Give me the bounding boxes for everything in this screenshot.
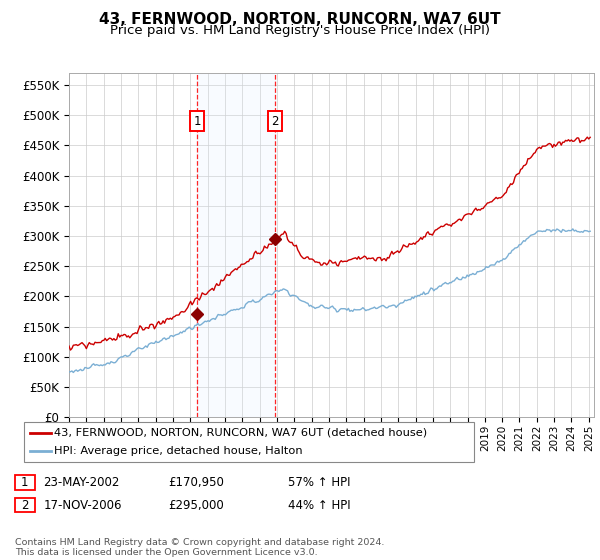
Text: £170,950: £170,950 [168,476,224,489]
Text: 17-NOV-2006: 17-NOV-2006 [43,498,122,512]
Text: HPI: Average price, detached house, Halton: HPI: Average price, detached house, Halt… [54,446,302,456]
Text: 23-MAY-2002: 23-MAY-2002 [43,476,119,489]
Text: 2: 2 [271,115,278,128]
Text: £295,000: £295,000 [168,498,224,512]
Text: 43, FERNWOOD, NORTON, RUNCORN, WA7 6UT (detached house): 43, FERNWOOD, NORTON, RUNCORN, WA7 6UT (… [54,428,427,438]
Text: 2: 2 [21,498,29,512]
Text: 44% ↑ HPI: 44% ↑ HPI [288,498,350,512]
Text: 57% ↑ HPI: 57% ↑ HPI [288,476,350,489]
Text: Contains HM Land Registry data © Crown copyright and database right 2024.
This d: Contains HM Land Registry data © Crown c… [15,538,385,557]
Text: 1: 1 [21,476,29,489]
Text: Price paid vs. HM Land Registry's House Price Index (HPI): Price paid vs. HM Land Registry's House … [110,24,490,36]
Text: 43, FERNWOOD, NORTON, RUNCORN, WA7 6UT: 43, FERNWOOD, NORTON, RUNCORN, WA7 6UT [99,12,501,27]
Bar [197,73,275,417]
Text: 1: 1 [193,115,201,128]
